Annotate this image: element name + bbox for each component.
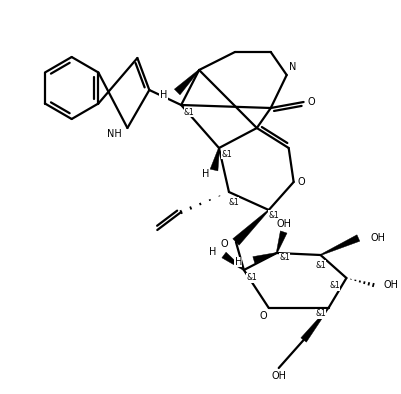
Text: OH: OH bbox=[369, 233, 384, 243]
Polygon shape bbox=[300, 308, 328, 342]
Text: OH: OH bbox=[382, 280, 397, 290]
Text: O: O bbox=[220, 239, 227, 249]
Text: &1: &1 bbox=[279, 253, 290, 262]
Polygon shape bbox=[174, 70, 199, 95]
Text: O: O bbox=[307, 97, 315, 107]
Text: &1: &1 bbox=[221, 149, 232, 158]
Text: &1: &1 bbox=[314, 260, 325, 269]
Polygon shape bbox=[275, 231, 286, 253]
Text: H: H bbox=[208, 247, 215, 257]
Text: OH: OH bbox=[275, 219, 290, 229]
Polygon shape bbox=[221, 252, 243, 270]
Text: &1: &1 bbox=[328, 281, 339, 290]
Text: &1: &1 bbox=[228, 197, 239, 206]
Text: &1: &1 bbox=[314, 310, 325, 318]
Text: H: H bbox=[234, 257, 241, 267]
Text: H: H bbox=[201, 169, 209, 179]
Polygon shape bbox=[210, 148, 219, 171]
Text: OH: OH bbox=[271, 371, 286, 381]
Text: H: H bbox=[160, 90, 167, 100]
Text: O: O bbox=[297, 177, 305, 187]
Text: &1: &1 bbox=[246, 273, 257, 282]
Text: N: N bbox=[288, 62, 296, 72]
Text: O: O bbox=[259, 311, 267, 321]
Text: &1: &1 bbox=[268, 210, 278, 219]
Polygon shape bbox=[232, 210, 268, 245]
Text: &1: &1 bbox=[183, 108, 194, 117]
Text: NH: NH bbox=[106, 129, 121, 139]
Polygon shape bbox=[320, 235, 359, 255]
Polygon shape bbox=[252, 253, 276, 263]
